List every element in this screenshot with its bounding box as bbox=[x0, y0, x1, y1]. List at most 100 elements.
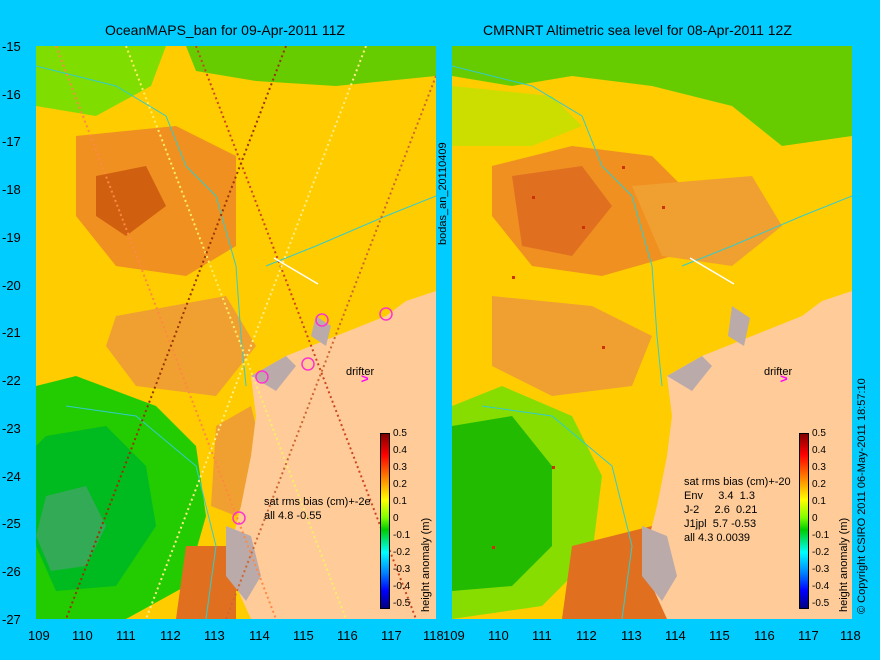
colorbar-tick: 0.2 bbox=[393, 479, 407, 490]
high-anomaly-east bbox=[632, 176, 782, 266]
bathymetry-contour-1 bbox=[452, 65, 663, 387]
right-drifter-label: drifter bbox=[764, 366, 793, 378]
left-drifter-arrow-icon: > bbox=[361, 371, 369, 386]
x-tick-label: 109 bbox=[443, 628, 465, 643]
green-region-north bbox=[36, 46, 166, 116]
colorbar-tick: 0.3 bbox=[812, 462, 826, 473]
colorbar-tick: -0.1 bbox=[393, 530, 411, 541]
green-region-north-east bbox=[186, 46, 436, 86]
high-anomaly-south bbox=[176, 546, 236, 619]
x-tick-label: 110 bbox=[488, 628, 509, 643]
x-tick-label: 112 bbox=[160, 628, 181, 643]
right-stats-row: J1jpl 5.7 -0.53 bbox=[684, 518, 757, 530]
left-colorbar-label: height anomaly (m) bbox=[420, 517, 432, 612]
left-panel-title: OceanMAPS_ban for 09-Apr-2011 11Z bbox=[105, 22, 345, 38]
x-tick-label: 113 bbox=[621, 628, 642, 643]
high-anomaly-core bbox=[96, 166, 166, 236]
drifter-marker-2 bbox=[255, 370, 269, 384]
x-tick-label: 116 bbox=[754, 628, 775, 643]
y-tick-label: -20 bbox=[2, 278, 21, 293]
y-tick-label: -17 bbox=[2, 134, 21, 149]
drifter-marker-3 bbox=[301, 357, 315, 371]
bathymetry-contour-3 bbox=[65, 405, 217, 619]
y-tick-label: -21 bbox=[2, 325, 21, 340]
blue-green-core bbox=[36, 486, 106, 571]
drifter-marker-4 bbox=[379, 307, 393, 321]
x-tick-label: 114 bbox=[249, 628, 270, 643]
right-stats-header: sat rms bias (cm)+-20 bbox=[684, 476, 791, 488]
y-tick-label: -19 bbox=[2, 230, 21, 245]
colorbar-tick: 0.2 bbox=[812, 479, 826, 490]
y-tick-label: -24 bbox=[2, 469, 21, 484]
colorbar-tick: -0.3 bbox=[812, 564, 830, 575]
right-colorbar-label: height anomaly (m) bbox=[838, 517, 850, 612]
run-identifier: bodas_an_20110409 bbox=[437, 142, 449, 245]
yellow-green-north-west bbox=[452, 86, 582, 146]
x-tick-label: 118 bbox=[840, 628, 861, 643]
right-map bbox=[452, 46, 852, 619]
right-stats-row: J-2 2.6 0.21 bbox=[684, 504, 758, 516]
left-colorbar bbox=[380, 433, 390, 609]
colorbar-tick: 0.3 bbox=[393, 462, 407, 473]
x-tick-label: 117 bbox=[381, 628, 402, 643]
right-stats-row: Env 3.4 1.3 bbox=[684, 490, 755, 502]
x-tick-label: 115 bbox=[293, 628, 314, 643]
colorbar-tick: 0.1 bbox=[393, 496, 407, 507]
y-tick-label: -27 bbox=[2, 612, 21, 627]
green-core-south bbox=[452, 416, 552, 591]
colorbar-tick: 0.4 bbox=[812, 445, 826, 456]
y-tick-label: -16 bbox=[2, 87, 21, 102]
bathymetry-contour-1 bbox=[36, 65, 247, 387]
coast-shadow-1 bbox=[667, 356, 712, 391]
x-tick-label: 110 bbox=[72, 628, 93, 643]
colorbar-tick: -0.2 bbox=[393, 547, 411, 558]
high-anomaly-central bbox=[492, 296, 652, 396]
drifter-marker-1 bbox=[315, 313, 329, 327]
left-drifter-label: drifter bbox=[346, 366, 375, 378]
left-map bbox=[36, 46, 436, 619]
left-stats-header: sat rms bias (cm)+-2e bbox=[264, 496, 371, 508]
x-tick-label: 111 bbox=[116, 628, 136, 643]
colorbar-tick: -0.5 bbox=[393, 598, 411, 609]
right-stats-row: all 4.3 0.0039 bbox=[684, 532, 751, 544]
x-tick-label: 111 bbox=[532, 628, 552, 643]
x-tick-label: 109 bbox=[28, 628, 50, 643]
colorbar-tick: 0 bbox=[812, 513, 818, 524]
x-tick-label: 112 bbox=[576, 628, 597, 643]
colorbar-tick: -0.4 bbox=[812, 581, 830, 592]
colorbar-tick: 0.5 bbox=[812, 428, 826, 439]
x-tick-label: 113 bbox=[204, 628, 225, 643]
x-tick-label: 116 bbox=[337, 628, 358, 643]
right-colorbar bbox=[799, 433, 809, 609]
high-anomaly-core bbox=[512, 166, 612, 256]
colorbar-tick: -0.2 bbox=[812, 547, 830, 558]
coast-shadow-2 bbox=[728, 306, 750, 346]
colorbar-tick: -0.4 bbox=[393, 581, 411, 592]
colorbar-tick: -0.5 bbox=[812, 598, 830, 609]
y-tick-label: -15 bbox=[2, 39, 21, 54]
drifter-marker-5 bbox=[232, 511, 246, 525]
x-tick-label: 118 bbox=[423, 628, 444, 643]
y-tick-label: -23 bbox=[2, 421, 21, 436]
right-panel-title: CMRNRT Altimetric sea level for 08-Apr-2… bbox=[483, 22, 792, 38]
ship-track-line bbox=[273, 257, 319, 285]
coast-shadow-3 bbox=[226, 526, 261, 601]
x-tick-label: 115 bbox=[709, 628, 730, 643]
coast-shadow-3 bbox=[642, 526, 677, 601]
bathymetry-contour-2 bbox=[681, 195, 852, 267]
y-tick-label: -18 bbox=[2, 182, 21, 197]
left-stats-row: all 4.8 -0.55 bbox=[264, 510, 322, 522]
x-tick-label: 114 bbox=[665, 628, 686, 643]
colorbar-tick: 0.1 bbox=[812, 496, 826, 507]
green-region-north bbox=[452, 46, 852, 146]
y-tick-label: -25 bbox=[2, 516, 21, 531]
bathymetry-contour-2 bbox=[265, 195, 436, 267]
colorbar-tick: 0.4 bbox=[393, 445, 407, 456]
y-tick-label: -26 bbox=[2, 564, 21, 579]
colorbar-tick: -0.3 bbox=[393, 564, 411, 575]
y-tick-label: -22 bbox=[2, 373, 21, 388]
copyright-text: © Copyright CSIRO 2011 06-May-2011 18:57… bbox=[856, 378, 868, 614]
colorbar-tick: 0.5 bbox=[393, 428, 407, 439]
high-anomaly-central bbox=[106, 296, 256, 396]
satellite-points bbox=[492, 166, 665, 549]
